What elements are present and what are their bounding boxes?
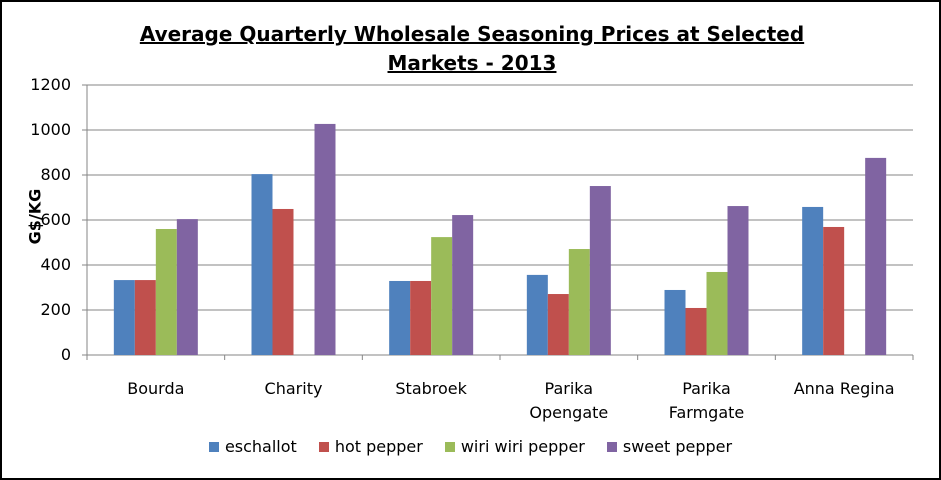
bar (251, 174, 273, 355)
y-tick-label: 600 (40, 210, 71, 229)
legend-label: eschallot (224, 437, 297, 456)
bar (526, 274, 548, 355)
y-tick-label: 800 (40, 165, 71, 184)
legend-swatch (318, 441, 329, 452)
bar (865, 157, 887, 355)
x-tick-label: Stabroek (395, 379, 467, 398)
bar (410, 280, 432, 355)
x-tick-label: Parika Opengate (529, 379, 609, 422)
x-tick-label: Anna Regina (793, 379, 895, 398)
legend-label: hot pepper (334, 437, 423, 456)
bar (802, 206, 824, 355)
legend-swatch (444, 441, 455, 452)
bar (568, 249, 590, 355)
legend-swatch (606, 441, 617, 452)
legend-label: sweet pepper (622, 437, 733, 456)
y-tick-label: 200 (40, 300, 71, 319)
chart-title: Average Quarterly Wholesale Seasoning Pr… (139, 22, 805, 75)
bar (431, 237, 453, 355)
bar (272, 208, 294, 355)
legend-item: sweet pepper (606, 437, 733, 456)
x-tick-label: Bourda (127, 379, 185, 398)
bar (314, 123, 336, 355)
y-tick-label: 1000 (30, 120, 71, 139)
y-tick-label: 400 (40, 255, 71, 274)
legend: eschallot hot pepper wiri wiri pepper sweet… (2, 437, 939, 456)
y-tick-label: 1200 (30, 75, 71, 94)
bar (823, 226, 845, 355)
bar (134, 280, 156, 355)
bar (389, 280, 411, 355)
bar (155, 229, 177, 355)
x-tick-label: Parika Farmgate (668, 379, 745, 422)
bar (706, 271, 728, 355)
bar (664, 289, 686, 355)
legend-item: hot pepper (318, 437, 423, 456)
bar (547, 294, 569, 355)
x-tick-label: Charity (264, 379, 323, 398)
y-tick-label: 0 (60, 345, 71, 364)
bar (685, 307, 707, 355)
legend-swatch (208, 441, 219, 452)
bar (452, 215, 474, 355)
bar (589, 186, 611, 355)
legend-item: eschallot (208, 437, 297, 456)
legend-label: wiri wiri pepper (460, 437, 585, 456)
legend-item: wiri wiri pepper (444, 437, 585, 456)
bar (113, 280, 135, 355)
bar (176, 219, 198, 355)
bar (727, 206, 749, 355)
